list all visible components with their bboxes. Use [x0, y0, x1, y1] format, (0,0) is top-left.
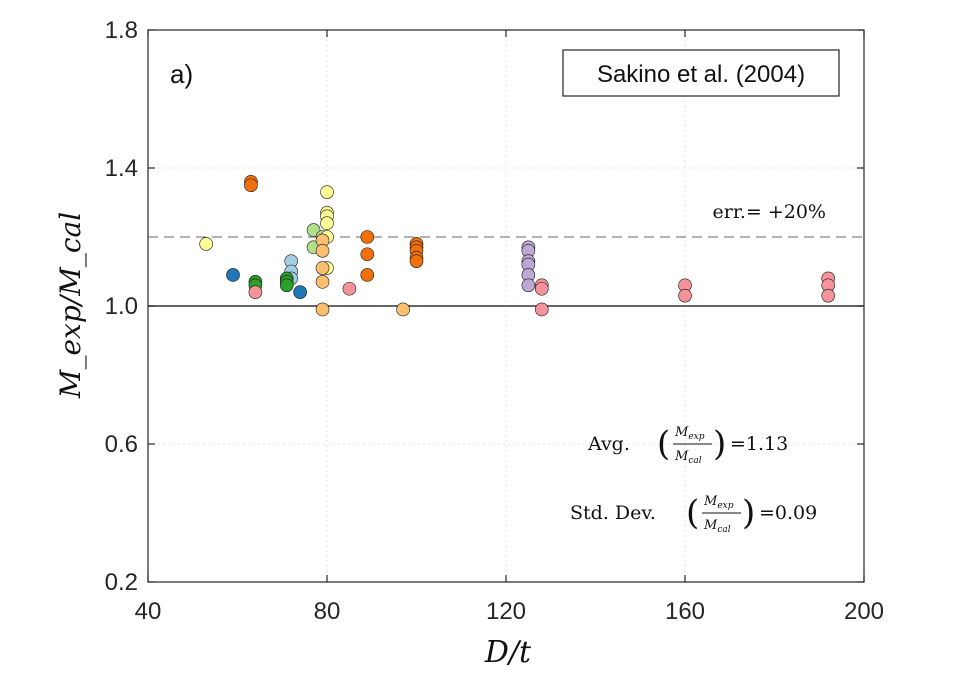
std-paren-open: ( — [686, 493, 699, 533]
std-stat-value: =0.09 — [759, 502, 817, 524]
avg-paren-close: ) — [713, 424, 726, 464]
std-stat: Std. Dev. ( Mexp Mcal ) =0.09 — [570, 493, 817, 535]
x-tick-label: 120 — [486, 598, 526, 625]
x-tick-label: 80 — [314, 598, 341, 625]
avg-stat: Avg. ( Mexp Mcal ) =1.13 — [587, 424, 788, 466]
avg-stat-value: =1.13 — [730, 433, 788, 455]
avg-stat-label: Avg. — [587, 433, 630, 455]
scatter-point — [821, 288, 836, 303]
x-tick-label: 160 — [665, 598, 705, 625]
scatter-point — [315, 275, 330, 289]
scatter-point — [360, 247, 375, 262]
scatter-point — [320, 216, 334, 230]
scatter-point — [226, 268, 240, 282]
y-tick-label: 0.2 — [105, 569, 138, 596]
scatter-point — [315, 302, 330, 317]
std-frac-den: Mcal — [703, 518, 731, 535]
reference-lines — [148, 236, 864, 307]
x-axis-label-text: D/t — [484, 635, 532, 670]
y-tick-label: 1.8 — [105, 17, 138, 44]
scatter-point — [534, 281, 549, 296]
avg-frac-den: Mcal — [674, 449, 702, 466]
scatter-point — [244, 178, 258, 193]
legend-box-frame — [562, 49, 840, 97]
scatter-point — [199, 237, 213, 251]
scatter-point — [248, 285, 263, 300]
y-tick-label: 1.4 — [105, 155, 138, 182]
error-band-label: err.= +20% — [713, 201, 826, 223]
scatter-point — [320, 185, 334, 199]
legend-box-text: Sakino et al. (2004) — [597, 61, 805, 88]
scatter-point — [360, 230, 375, 244]
data-points — [199, 175, 836, 317]
std-paren-close: ) — [742, 493, 755, 533]
y-tick-label: 1.0 — [105, 293, 138, 320]
panel-label: a) — [170, 59, 193, 89]
scatter-point — [521, 278, 536, 293]
y-axis-label-text: M_exp/M_cal — [54, 212, 87, 399]
y-tick-label: 0.6 — [105, 431, 138, 458]
scatter-point — [360, 268, 375, 282]
legend-box: Sakino et al. (2004) — [562, 49, 840, 97]
scatter-point — [315, 244, 330, 258]
scatter-point — [678, 288, 692, 303]
scatter-point — [279, 278, 294, 293]
avg-frac-num: Mexp — [674, 425, 705, 442]
scatter-point — [396, 302, 410, 317]
scatter-point — [293, 285, 307, 300]
scatter-point — [534, 302, 549, 317]
axis-ticks: 40 80 120 160 200 0.2 0.6 1.0 1.4 1.8 — [105, 17, 884, 625]
y-axis-label: M_exp/M_cal — [54, 212, 87, 399]
x-axis-label: D/t — [484, 635, 532, 670]
x-tick-label: 40 — [135, 598, 162, 625]
scatter-point — [342, 281, 357, 296]
std-stat-label: Std. Dev. — [570, 502, 656, 524]
avg-paren-open: ( — [657, 424, 670, 464]
scatter-point — [409, 254, 424, 268]
x-tick-label: 200 — [844, 598, 884, 625]
std-frac-num: Mexp — [703, 494, 734, 511]
scatter-point — [315, 261, 330, 275]
